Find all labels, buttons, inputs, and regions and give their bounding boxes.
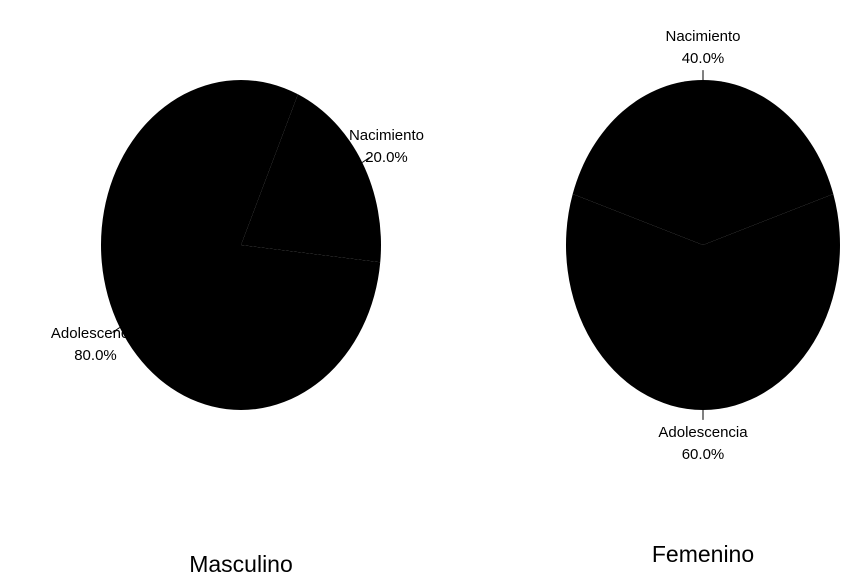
slice-label: Adolescencia bbox=[51, 325, 141, 342]
chart-title: Masculino bbox=[189, 551, 293, 577]
slice-label: Adolescencia bbox=[658, 424, 748, 441]
slice-label: Nacimiento bbox=[349, 127, 424, 144]
pie-slice bbox=[100, 80, 381, 410]
chart-title: Femenino bbox=[652, 541, 754, 567]
slice-value-label: 40.0% bbox=[682, 50, 725, 67]
pie-slice bbox=[572, 80, 834, 245]
slice-label: Nacimiento bbox=[665, 28, 740, 45]
pie-slice bbox=[565, 194, 840, 410]
pie-slice bbox=[241, 94, 381, 263]
slice-value-label: 20.0% bbox=[365, 149, 408, 166]
leader-line bbox=[112, 327, 121, 333]
slice-value-label: 80.0% bbox=[74, 347, 117, 364]
leader-line bbox=[361, 157, 370, 163]
slice-value-label: 60.0% bbox=[682, 446, 725, 463]
